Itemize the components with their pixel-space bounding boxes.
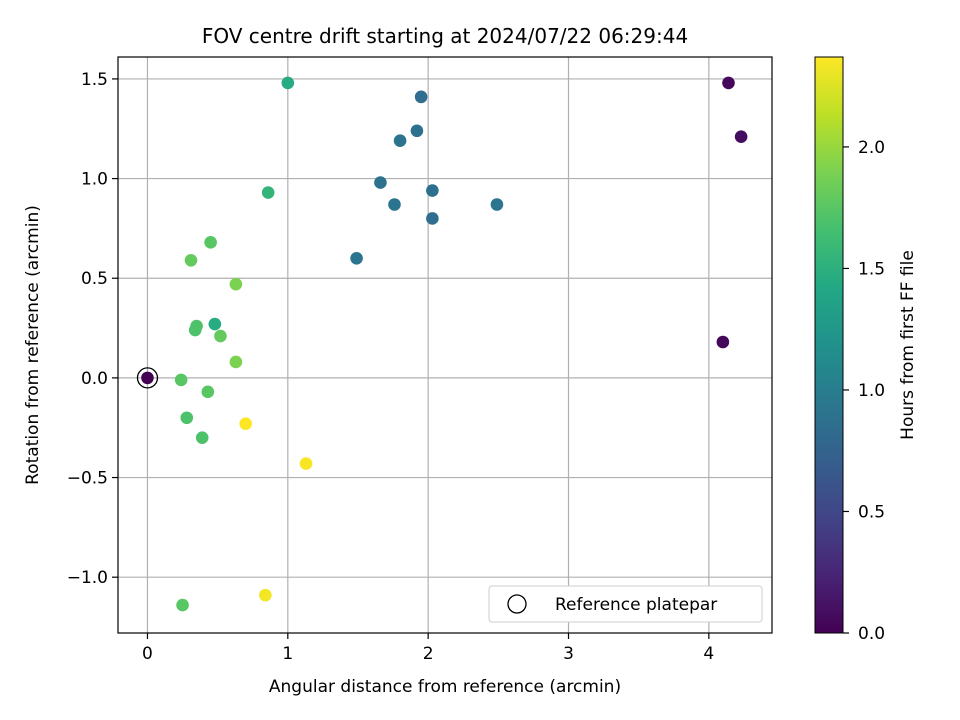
data-point (229, 277, 243, 291)
colorbar: 0.0 0.5 1.0 1.5 2.0 Hours from first FF file (814, 56, 918, 644)
data-point (174, 373, 188, 387)
data-point (188, 323, 202, 337)
x-tick-label: 4 (703, 644, 714, 664)
y-axis-label: Rotation from reference (arcmin) (23, 205, 43, 485)
legend-box (488, 585, 763, 623)
data-point (388, 198, 401, 211)
colorbar-tick-label: 1.5 (858, 259, 885, 279)
x-axis-label: Angular distance from reference (arcmin) (269, 677, 621, 697)
data-point (414, 90, 428, 104)
data-point (410, 124, 424, 138)
y-tick-label: 0.5 (81, 269, 108, 289)
colorbar-tick-label: 1.0 (858, 381, 885, 401)
data-point (426, 212, 439, 225)
data-point (184, 253, 198, 267)
data-point (350, 252, 363, 265)
data-point (374, 176, 387, 189)
data-point (176, 598, 189, 612)
data-point (490, 198, 504, 211)
y-axis-ticks: −1.0 −0.5 0.0 0.5 1.0 1.5 (67, 70, 118, 588)
y-tick-label: 0.0 (81, 369, 108, 389)
data-point (214, 329, 227, 343)
data-point (229, 355, 243, 369)
y-tick-label: −1.0 (67, 568, 108, 588)
x-axis-ticks: 0 1 2 3 4 (142, 633, 714, 664)
data-point (261, 186, 275, 199)
data-point (239, 417, 253, 431)
y-tick-label: 1.5 (81, 70, 108, 90)
data-point (426, 184, 439, 197)
x-tick-label: 0 (142, 644, 153, 664)
data-point (141, 371, 154, 385)
data-point (393, 134, 407, 148)
colorbar-gradient (814, 56, 844, 634)
plot-frame (117, 56, 773, 634)
colorbar-ticks: 0.0 0.5 1.0 1.5 2.0 (843, 138, 885, 644)
data-point (722, 76, 735, 90)
data-point (299, 457, 313, 470)
x-tick-label: 3 (563, 644, 574, 664)
data-point (281, 76, 295, 90)
colorbar-tick-label: 0.5 (858, 502, 885, 522)
data-point (716, 335, 730, 349)
colorbar-tick-label: 2.0 (858, 138, 885, 158)
legend-label: Reference platepar (555, 595, 717, 615)
data-points (136, 76, 748, 612)
colorbar-label: Hours from first FF file (898, 250, 918, 440)
y-tick-label: 1.0 (81, 170, 108, 190)
legend: Reference platepar (488, 585, 763, 623)
data-point (259, 588, 272, 602)
data-point (201, 385, 215, 399)
data-point (734, 130, 748, 144)
grid-lines (118, 57, 772, 633)
data-point (208, 317, 222, 331)
legend-marker-reference (507, 594, 527, 614)
chart-title: FOV centre drift starting at 2024/07/22 … (202, 24, 688, 48)
data-point (195, 431, 209, 444)
data-point (180, 411, 194, 425)
x-tick-label: 1 (282, 644, 293, 664)
colorbar-tick-label: 0.0 (858, 624, 885, 644)
data-point (204, 236, 217, 249)
y-tick-label: −0.5 (67, 469, 108, 489)
x-tick-label: 2 (423, 644, 434, 664)
reference-point (136, 367, 159, 389)
